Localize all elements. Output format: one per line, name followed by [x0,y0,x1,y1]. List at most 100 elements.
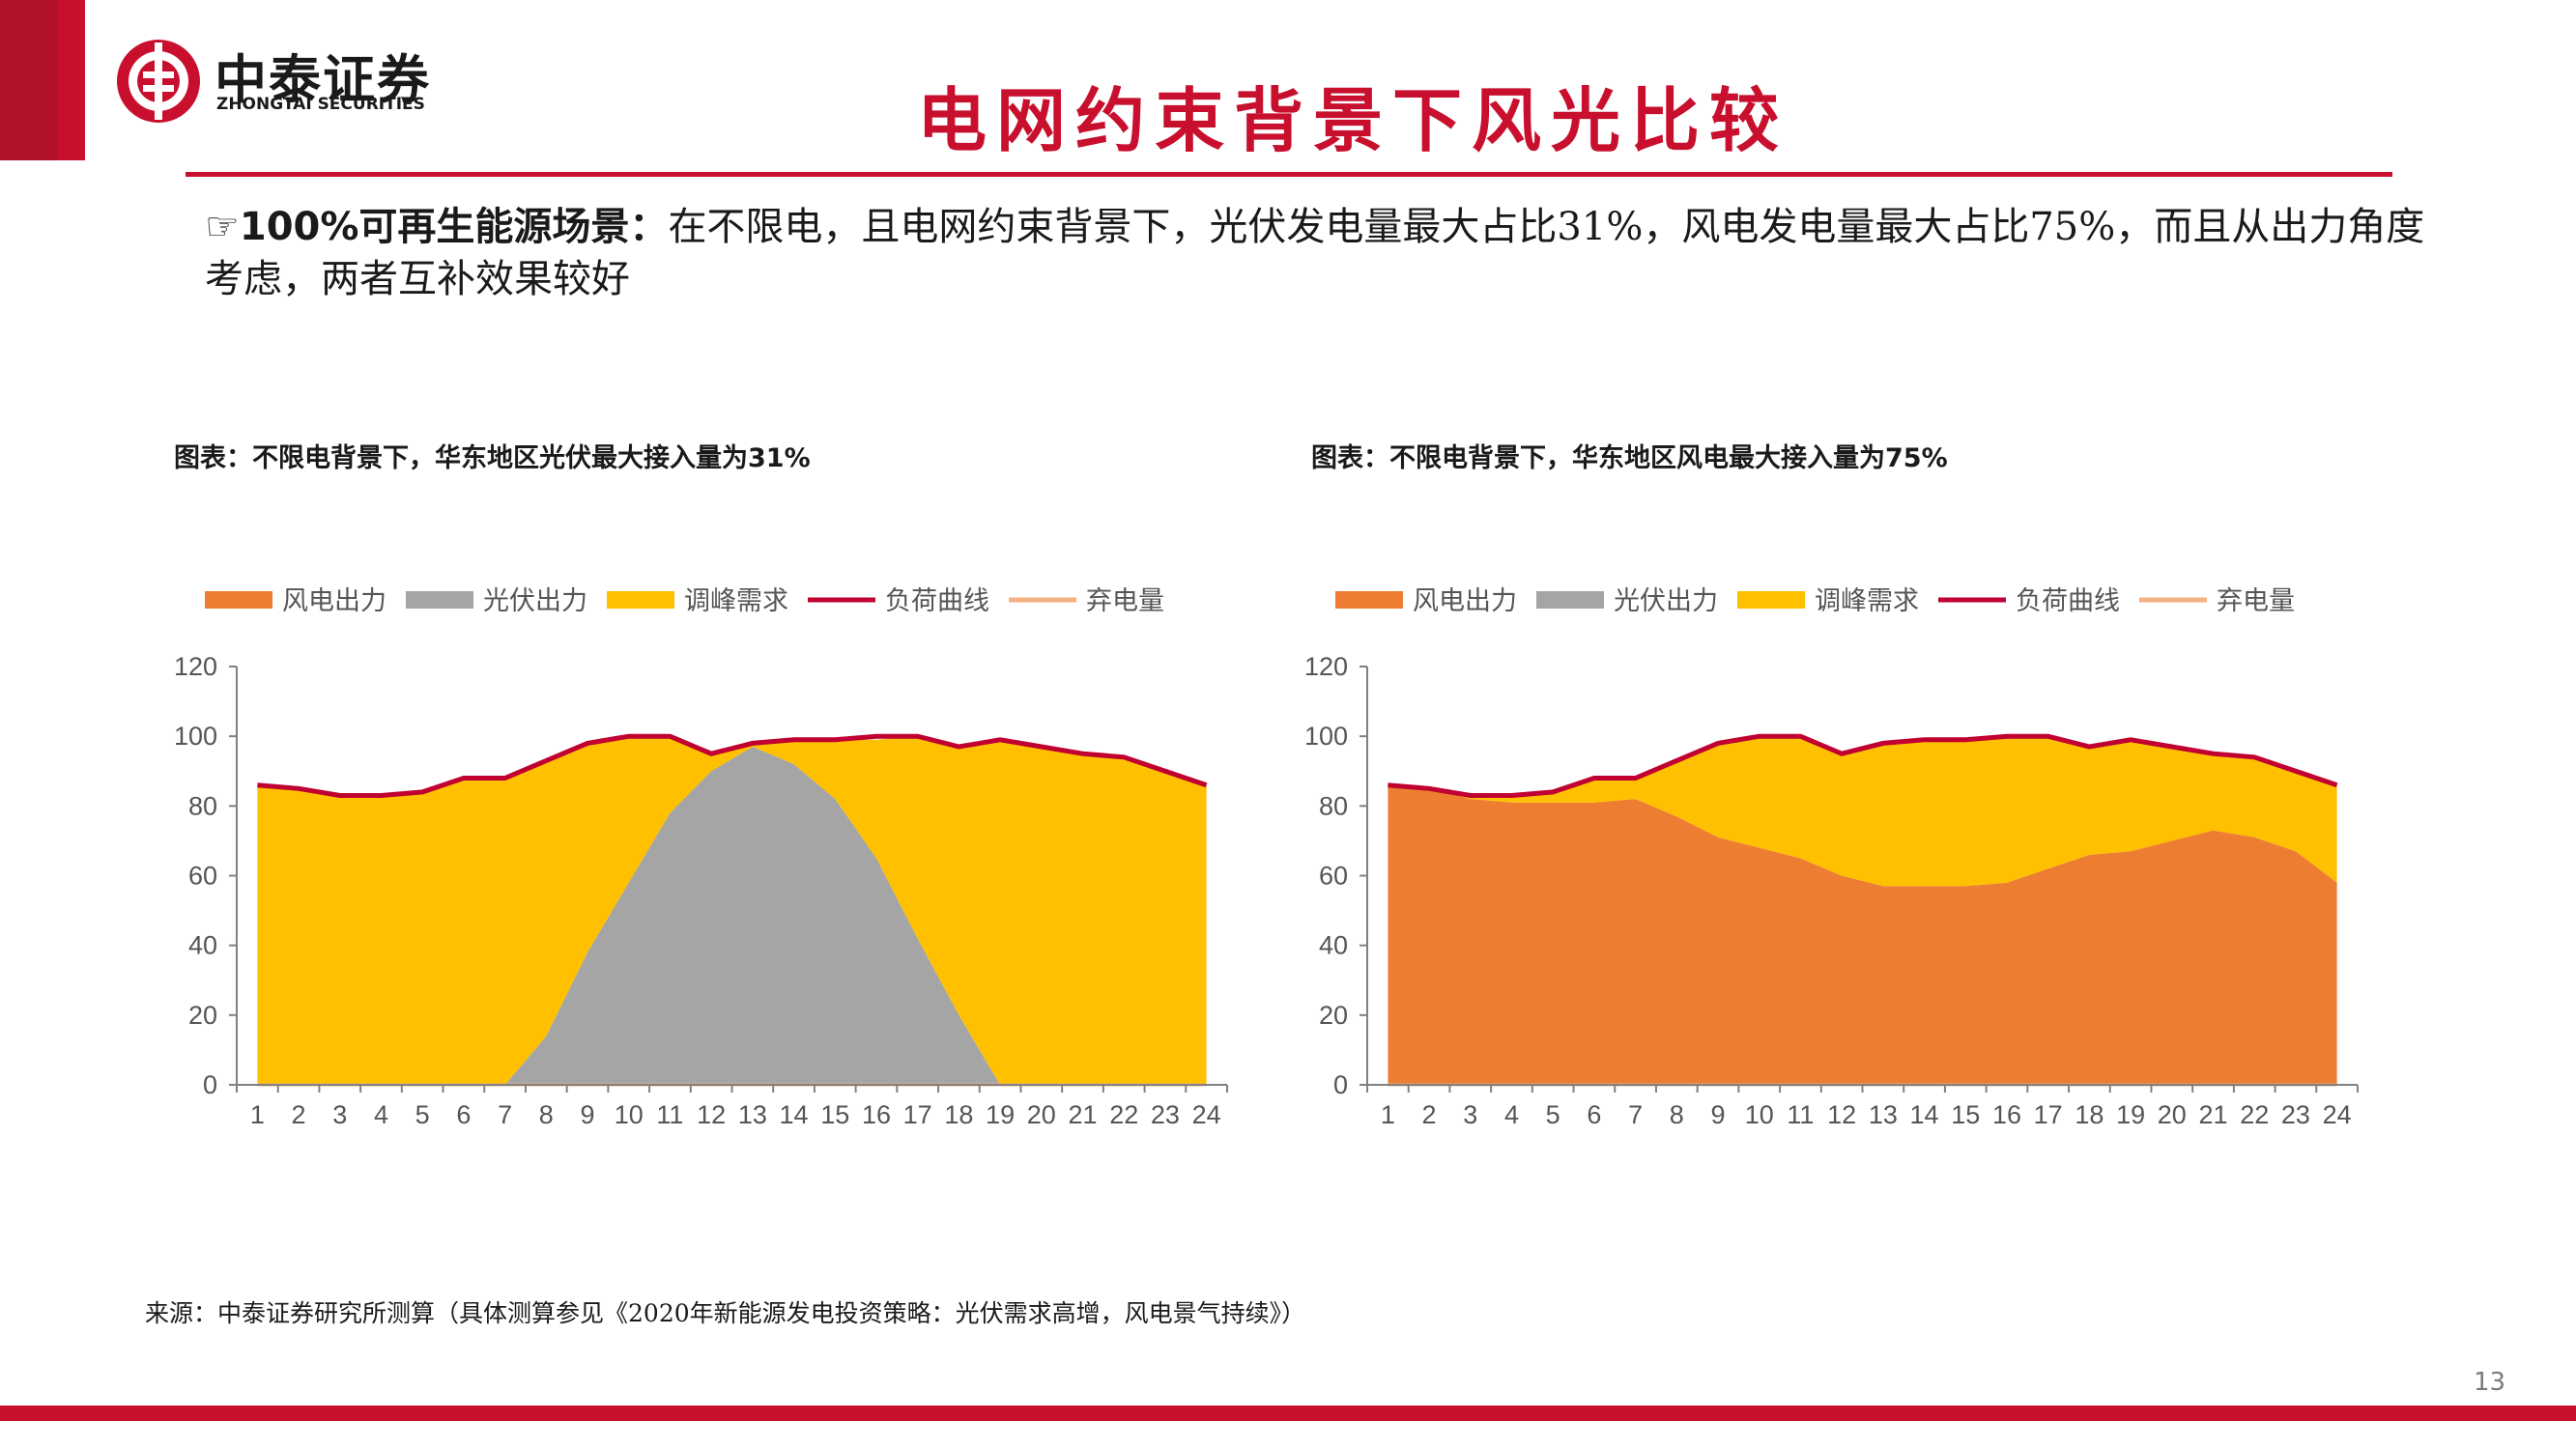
x-tick-label: 13 [738,1100,767,1129]
y-tick-label: 60 [1319,862,1348,891]
y-tick-label: 20 [1319,1001,1348,1030]
x-tick-label: 6 [456,1100,471,1129]
x-tick-label: 9 [1711,1100,1726,1129]
legend-item-4: 负荷曲线 [808,586,989,616]
y-tick-label: 20 [188,1001,217,1030]
bullet-paragraph: ☞100%可再生能源场景：在不限电，且电网约束背景下，光伏发电量最大占比31%，… [205,201,2427,305]
bullet-lead: 100%可再生能源场景： [239,205,669,249]
x-tick-label: 2 [1422,1100,1437,1129]
y-tick-label: 0 [1333,1070,1348,1099]
x-tick-label: 2 [292,1100,306,1129]
x-tick-label: 14 [780,1100,809,1129]
y-tick-label: 100 [1304,722,1348,751]
legend-label: 调峰需求 [1815,586,1919,616]
line-负荷曲线 [257,733,1208,798]
brand-logo: 中泰证券 ZHONGTAI SECURITIES [114,33,462,126]
x-tick-label: 8 [1670,1100,1684,1129]
legend-label: 光伏出力 [1614,586,1718,616]
chart-1-caption: 图表：不限电背景下，华东地区光伏最大接入量为31% [174,443,811,473]
line-负荷曲线 [1388,733,2338,798]
x-tick-label: 4 [1504,1100,1519,1129]
chart-1-legend: 风电出力 光伏出力 调峰需求 负荷曲线 弃电量 [205,586,1164,616]
source-note: 来源：中泰证券研究所测算（具体测算参见《2020年新能源发电投资策略：光伏需求高… [145,1299,1306,1327]
y-tick-label: 120 [1304,652,1348,681]
legend-item-2: 光伏出力 [1536,586,1718,616]
legend-item-3: 调峰需求 [1737,586,1919,616]
legend-swatch [1737,591,1805,609]
legend-item-1: 风电出力 [1335,586,1517,616]
brand-name-cn: 中泰证券 [215,49,431,110]
x-tick-label: 15 [1951,1100,1980,1129]
brand-logo-icon [117,40,200,123]
title-divider [186,172,2392,177]
x-tick-label: 5 [415,1100,430,1129]
legend-item-5: 弃电量 [2139,586,2295,616]
legend-swatch [607,591,674,609]
x-tick-label: 18 [944,1100,973,1129]
legend-item-3: 调峰需求 [607,586,788,616]
legend-item-4: 负荷曲线 [1938,586,2120,616]
x-tick-label: 11 [656,1100,683,1129]
legend-label: 风电出力 [282,586,386,616]
legend-item-5: 弃电量 [1009,586,1164,616]
brand-name-en: ZHONGTAI SECURITIES [216,95,425,114]
x-tick-label: 4 [374,1100,388,1129]
chart-2-wind: 风电出力 光伏出力 调峰需求 负荷曲线 弃电量 0 20 40 60 80 100 120 1 2 3 4 5 6… [1304,586,2359,1129]
x-tick-label: 17 [903,1100,932,1129]
y-tick-label: 60 [188,862,217,891]
x-tick-label: 24 [1192,1100,1221,1129]
x-tick-label: 13 [1869,1100,1898,1129]
legend-label: 负荷曲线 [885,586,989,616]
legend-label: 负荷曲线 [2016,586,2120,616]
x-tick-label: 19 [2116,1100,2145,1129]
y-tick-label: 0 [203,1070,217,1099]
x-tick-label: 10 [1745,1100,1774,1129]
x-tick-label: 5 [1546,1100,1560,1129]
x-tick-label: 22 [1109,1100,1138,1129]
x-tick-label: 20 [2158,1100,2187,1129]
legend-swatch [1335,591,1403,609]
x-tick-label: 24 [2323,1100,2352,1129]
bullet-text: 在不限电，且电网约束背景下，光伏发电量最大占比31%，风电发电量最大占比75%，… [205,205,2425,301]
x-tick-label: 7 [498,1100,512,1129]
corner-accent-bar [0,0,85,160]
x-tick-label: 6 [1587,1100,1601,1129]
y-tick-label: 80 [1319,791,1348,820]
x-tick-label: 16 [1992,1100,2021,1129]
x-tick-label: 15 [820,1100,849,1129]
x-tick-label: 23 [2281,1100,2310,1129]
bullet-marker: ☞ [205,205,240,249]
legend-label: 调峰需求 [684,586,788,616]
x-tick-label: 3 [332,1100,347,1129]
y-tick-label: 40 [1319,931,1348,960]
x-tick-label: 7 [1628,1100,1643,1129]
x-tick-label: 23 [1151,1100,1180,1129]
bottom-accent-bar [0,1406,2576,1421]
page-title: 电网约束背景下风光比较 [916,79,1789,161]
x-tick-label: 21 [2198,1100,2227,1129]
y-tick-label: 80 [188,791,217,820]
chart-2-legend: 风电出力 光伏出力 调峰需求 负荷曲线 弃电量 [1335,586,2295,616]
area-风电出力 [1388,784,2337,1085]
x-tick-label: 14 [1910,1100,1939,1129]
x-tick-label: 19 [986,1100,1015,1129]
legend-item-1: 风电出力 [205,586,386,616]
y-tick-label: 100 [174,722,217,751]
x-tick-label: 22 [2240,1100,2269,1129]
x-tick-label: 1 [250,1100,265,1129]
x-tick-label: 20 [1027,1100,1056,1129]
legend-item-2: 光伏出力 [406,586,587,616]
area-调峰需求 [257,736,1207,1085]
x-tick-label: 17 [2034,1100,2063,1129]
legend-label: 风电出力 [1413,586,1517,616]
x-tick-label: 16 [862,1100,891,1129]
legend-label: 光伏出力 [483,586,587,616]
area-调峰需求 [1388,736,2337,887]
x-tick-label: 12 [1827,1100,1856,1129]
y-tick-label: 120 [174,652,217,681]
x-tick-label: 3 [1463,1100,1477,1129]
legend-label: 弃电量 [2217,586,2295,616]
x-tick-label: 18 [2075,1100,2104,1129]
x-tick-label: 12 [697,1100,726,1129]
